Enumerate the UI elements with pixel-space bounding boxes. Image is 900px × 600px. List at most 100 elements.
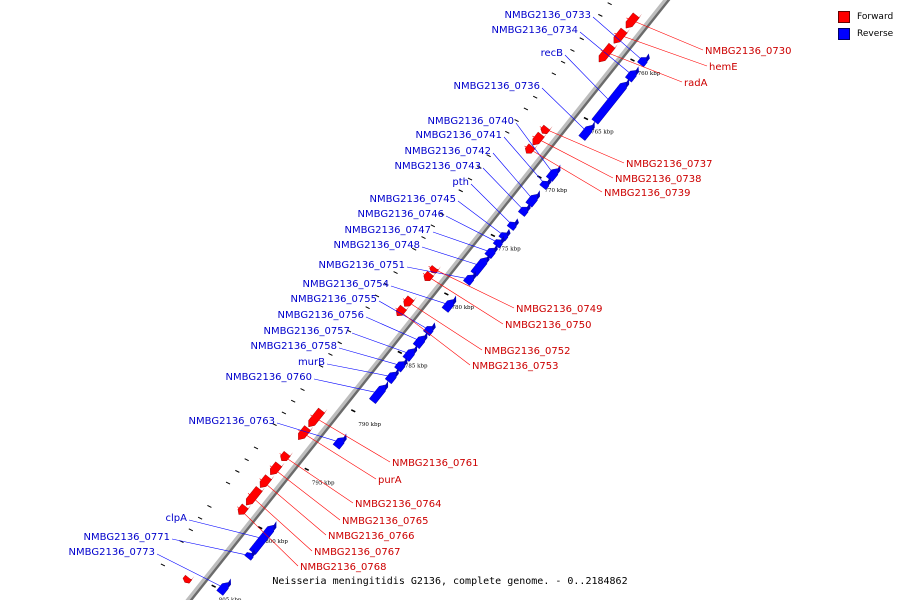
gene-nmbg2136_0736[interactable] [578,121,595,141]
gene-label-nmbg2136_0764[interactable]: NMBG2136_0764 [355,499,441,510]
tick-mark [300,388,305,391]
gene-label-pth[interactable]: pth [452,177,469,188]
gene-label-nmbg2136_0758[interactable]: NMBG2136_0758 [251,341,337,352]
gene-nmbg2136_0760[interactable] [369,380,389,405]
gene-label-nmbg2136_0743[interactable]: NMBG2136_0743 [395,161,481,172]
gene-label-nmbg2136_0757[interactable]: NMBG2136_0757 [264,326,350,337]
gene-label-nmbg2136_0750[interactable]: NMBG2136_0750 [505,320,591,331]
gene-nmbg2136_0764[interactable] [280,450,293,461]
gene-nmbg2136_0765[interactable] [270,461,285,476]
gene-label-nmbg2136_0760[interactable]: NMBG2136_0760 [226,372,312,383]
tick-mark [207,504,212,508]
gene-label-nmbg2136_0748[interactable]: NMBG2136_0748 [334,240,420,251]
gene-label-heme[interactable]: hemE [709,62,738,73]
tick-mark [365,306,370,310]
gene-pth[interactable] [506,218,519,231]
gene-nmbg2136_0771[interactable] [244,549,256,561]
gene-label-nmbg2136_0752[interactable]: NMBG2136_0752 [484,346,570,357]
gene-label-nmbg2136_0767[interactable]: NMBG2136_0767 [314,547,400,558]
tick-mark [439,212,445,216]
gene-label-nmbg2136_0749[interactable]: NMBG2136_0749 [516,304,602,315]
gene-nmbg2136_0768[interactable] [237,503,252,515]
gene-label-nmbg2136_0747[interactable]: NMBG2136_0747 [345,225,431,236]
gene-nmbg2136_0752[interactable] [403,295,417,307]
gene-label-nmbg2136_0754[interactable]: NMBG2136_0754 [303,279,389,290]
gene-label-nmbg2136_0736[interactable]: NMBG2136_0736 [454,81,540,92]
tick-mark [560,60,566,64]
gene-label-nmbg2136_0734[interactable]: NMBG2136_0734 [492,25,578,36]
gene-label-clpa[interactable]: clpA [166,513,188,524]
gene-nmbg2136_0751[interactable] [463,270,477,286]
gene-label-nmbg2136_0766[interactable]: NMBG2136_0766 [328,531,414,542]
gene-arrow [244,552,254,561]
gene-label-murb[interactable]: murB [298,357,325,368]
gene-label-recb[interactable]: recB [541,48,564,59]
gene-label-nmbg2136_0740[interactable]: NMBG2136_0740 [428,116,514,127]
gene-label-nmbg2136_0773[interactable]: NMBG2136_0773 [69,547,155,558]
gene-label-nmbg2136_0753[interactable]: NMBG2136_0753 [472,361,558,372]
gene-nmbg2136_0753[interactable] [395,304,410,316]
gene-nmbg2136_0768b[interactable] [182,574,195,584]
gene-label-nmbg2136_0765[interactable]: NMBG2136_0765 [342,516,428,527]
gene-label-nmbg2136_0771[interactable]: NMBG2136_0771 [84,532,170,543]
gene-nmbg2136_0746[interactable] [492,235,505,249]
gene-label-nmbg2136_0742[interactable]: NMBG2136_0742 [405,146,491,157]
gene-top-face [391,368,399,384]
gene-nmbg2136_0738[interactable] [532,131,548,146]
gene-arrow [506,221,517,231]
gene-label-nmbg2136_0756[interactable]: NMBG2136_0756 [278,310,364,321]
gene-arrow [402,348,415,362]
gene-label-pura[interactable]: purA [378,475,402,486]
gene-nmbg2136_0742[interactable] [525,190,540,208]
gene-nmbg2136_0743[interactable] [517,203,531,217]
gene-nmbg2136_0733[interactable] [637,53,650,68]
gene-nmbg2136_0754[interactable] [441,295,457,313]
gene-nmbg2136_0734[interactable] [624,66,639,83]
gene-label-nmbg2136_0768[interactable]: NMBG2136_0768 [300,562,386,573]
gene-top-face [499,235,505,249]
gene-label-nmbg2136_0737[interactable]: NMBG2136_0737 [626,159,712,170]
gene-label-nmbg2136_0730[interactable]: NMBG2136_0730 [705,46,791,57]
gene-top-face [339,433,347,450]
gene-label-nmbg2136_0745[interactable]: NMBG2136_0745 [370,194,456,205]
tick-mark [244,458,249,462]
gene-nmbg2136_0757[interactable] [402,344,418,362]
gene-nmbg2136_0773[interactable] [216,578,231,596]
label-leader [237,506,299,567]
gene-nmbg2136_0766[interactable] [259,474,275,488]
gene-nmbg2136_0755[interactable] [422,322,436,337]
gene-label-nmbg2136_0751[interactable]: NMBG2136_0751 [319,260,405,271]
gene-label-nmbg2136_0746[interactable]: NMBG2136_0746 [358,209,444,220]
gene-nmbg2136_0741[interactable] [539,177,552,191]
gene-label-nmbg2136_0741[interactable]: NMBG2136_0741 [416,130,502,141]
tick-mark [532,95,538,99]
gene-label-nmbg2136_0755[interactable]: NMBG2136_0755 [291,294,377,305]
gene-label-nmbg2136_0738[interactable]: NMBG2136_0738 [615,174,701,185]
gene-label-rada[interactable]: radA [684,78,708,89]
gene-nmbg2136_0763[interactable] [332,433,347,450]
tick-mark [467,177,473,181]
gene-nmbg2136_0747[interactable] [484,244,498,260]
tick-mark [384,282,389,286]
gene-rada[interactable] [598,42,618,63]
gene-nmbg2136_0758[interactable] [394,357,408,373]
gene-nmbg2136_0767[interactable] [246,486,265,506]
label-leader [564,54,611,103]
gene-murb[interactable] [384,368,399,385]
gene-label-nmbg2136_0739[interactable]: NMBG2136_0739 [604,188,690,199]
gene-label-nmbg2136_0761[interactable]: NMBG2136_0761 [392,458,478,469]
gene-nmbg2136_0756[interactable] [412,331,428,350]
gene-nmbg2136_0730[interactable] [625,12,642,29]
legend-forward: Forward [838,8,893,25]
gene-label-nmbg2136_0733[interactable]: NMBG2136_0733 [505,10,591,21]
tick-mark [328,352,333,356]
gene-recb[interactable] [591,78,630,125]
gene-nmbg2136_0740[interactable] [545,164,561,182]
gene-nmbg2136_0761[interactable] [308,407,328,428]
gene-nmbg2136_0739[interactable] [524,143,538,154]
gene-clpa[interactable] [248,521,277,555]
gene-nmbg2136_0748[interactable] [470,253,490,277]
gene-label-nmbg2136_0763[interactable]: NMBG2136_0763 [189,416,275,427]
tick-mark [430,224,436,228]
gene-pura[interactable] [298,425,314,440]
